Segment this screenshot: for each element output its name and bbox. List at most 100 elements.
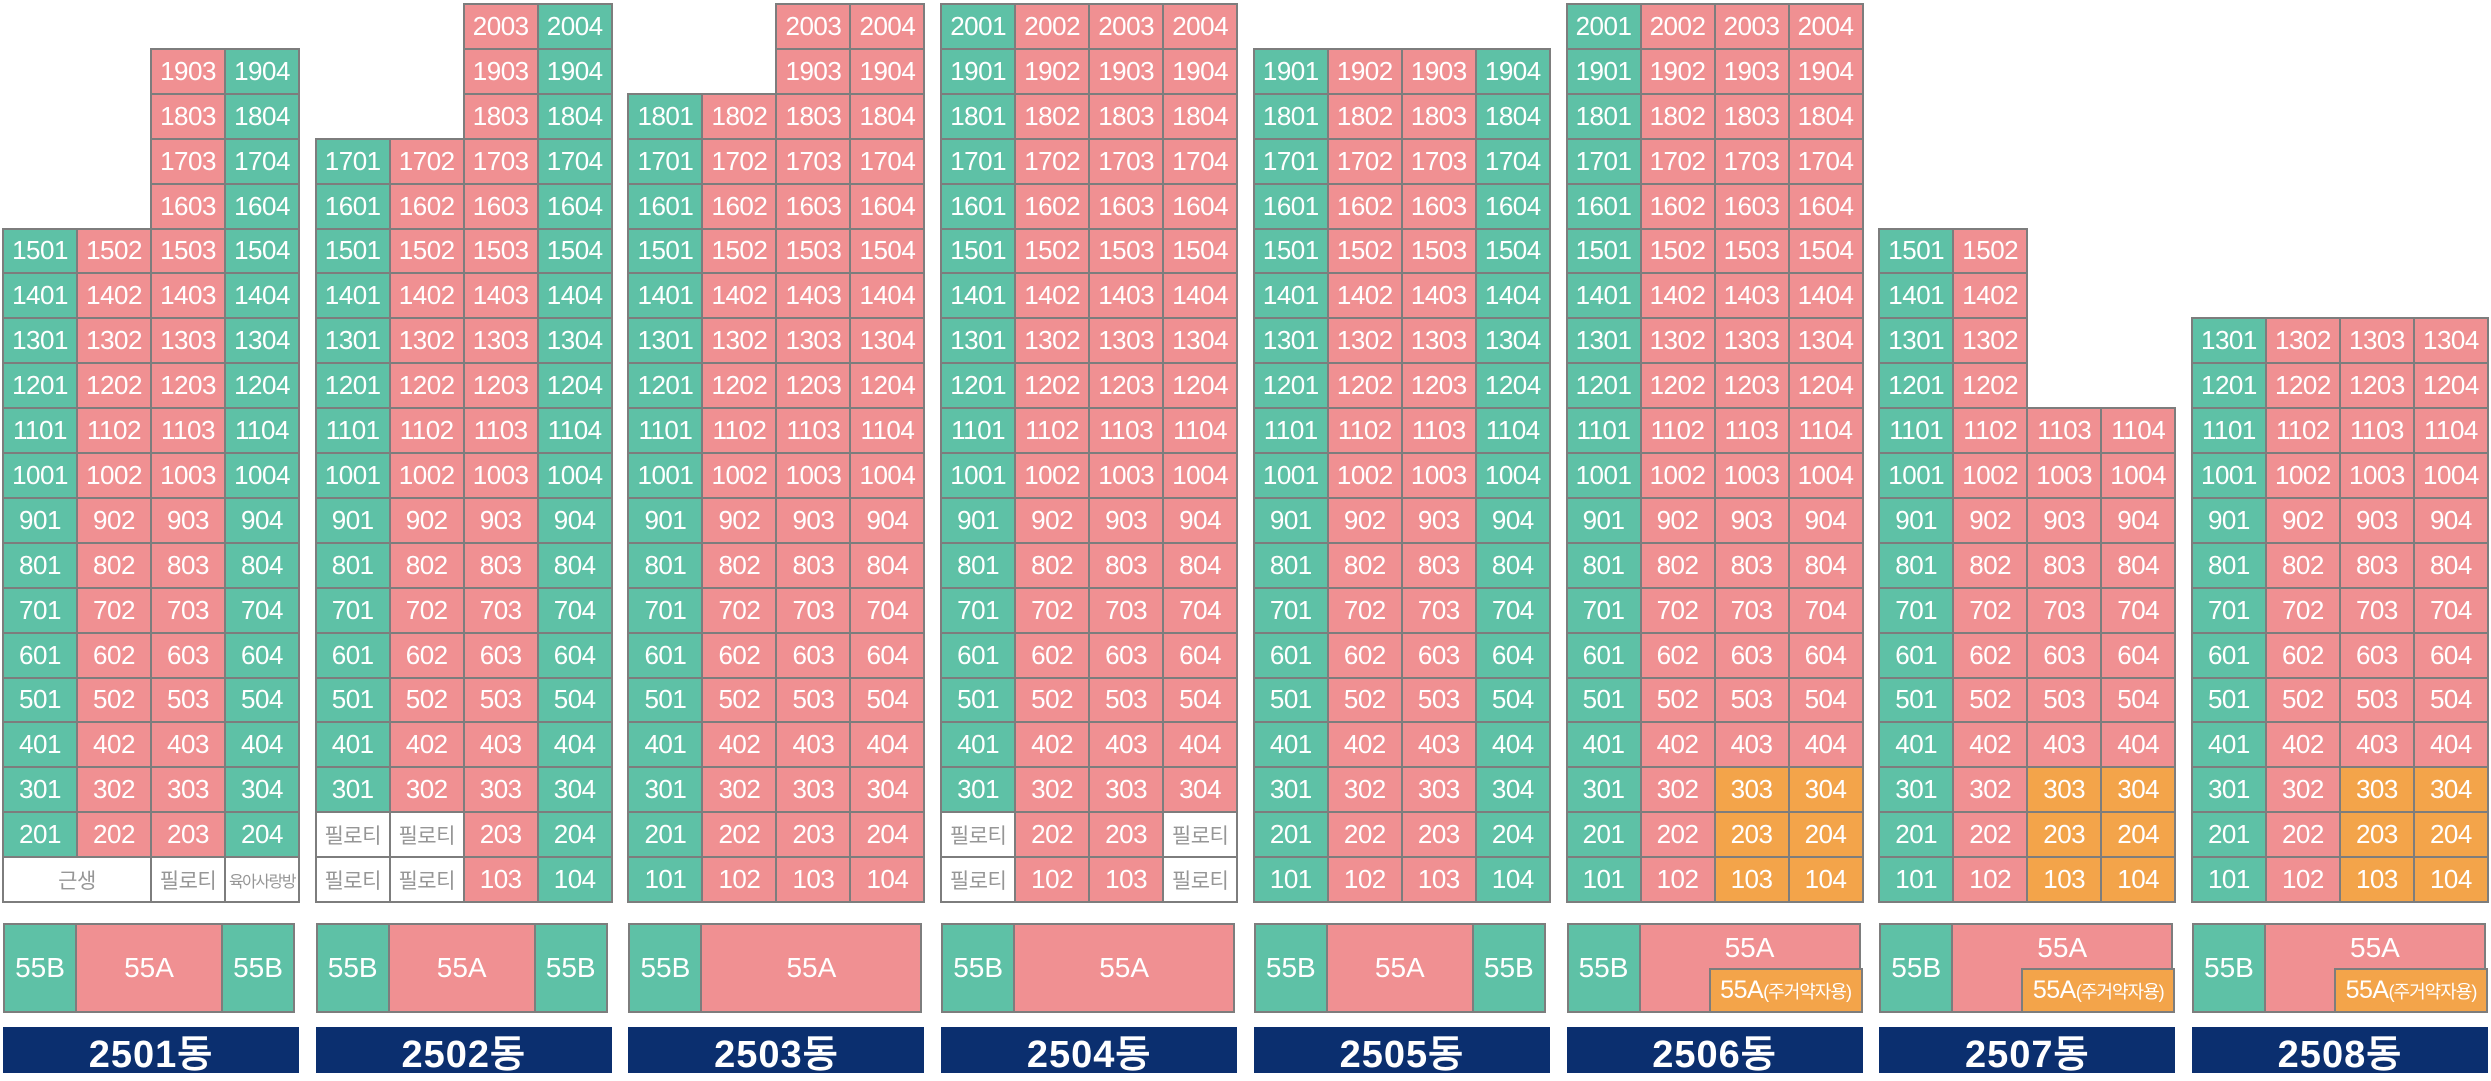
unit-cell-401[interactable]: 401 — [1878, 721, 1955, 769]
unit-cell-603[interactable]: 603 — [1400, 631, 1477, 679]
unit-cell-604[interactable]: 604 — [536, 631, 613, 679]
unit-cell-302[interactable]: 302 — [1952, 766, 2029, 814]
unit-cell-702[interactable]: 702 — [76, 586, 152, 634]
unit-cell-1502[interactable]: 1502 — [1952, 227, 2029, 275]
unit-cell-2001[interactable]: 2001 — [940, 3, 1017, 50]
unit-cell-1203[interactable]: 1203 — [1400, 362, 1477, 410]
unit-cell-803[interactable]: 803 — [775, 541, 852, 589]
unit-cell-1902[interactable]: 1902 — [1014, 47, 1091, 95]
unit-cell-801[interactable]: 801 — [314, 541, 391, 589]
unit-cell-1303[interactable]: 1303 — [1400, 317, 1477, 365]
unit-cell-1601[interactable]: 1601 — [1252, 182, 1329, 230]
unit-cell-503[interactable]: 503 — [150, 676, 226, 724]
unit-cell-404[interactable]: 404 — [2412, 721, 2489, 769]
unit-cell-1004[interactable]: 1004 — [1787, 452, 1864, 499]
unit-cell-1503[interactable]: 1503 — [1400, 227, 1477, 275]
unit-cell-1401[interactable]: 1401 — [2, 272, 78, 320]
unit-cell-302[interactable]: 302 — [1014, 766, 1091, 814]
unit-cell-903[interactable]: 903 — [1713, 496, 1790, 544]
unit-cell-804[interactable]: 804 — [1474, 541, 1551, 589]
unit-cell-1002[interactable]: 1002 — [388, 452, 465, 499]
unit-cell-403[interactable]: 403 — [2026, 721, 2103, 769]
unit-cell-303[interactable]: 303 — [150, 766, 226, 814]
unit-cell-1703[interactable]: 1703 — [462, 137, 539, 185]
unit-cell-1104[interactable]: 1104 — [1474, 407, 1551, 454]
unit-cell-1001[interactable]: 1001 — [2, 452, 78, 499]
unit-cell-303[interactable]: 303 — [1088, 766, 1165, 814]
unit-cell-1804[interactable]: 1804 — [1787, 92, 1864, 140]
unit-cell-1703[interactable]: 1703 — [775, 137, 852, 185]
unit-cell-1001[interactable]: 1001 — [1565, 452, 1642, 499]
unit-cell-1101[interactable]: 1101 — [627, 407, 704, 454]
unit-cell-1802[interactable]: 1802 — [1326, 92, 1403, 140]
unit-cell-803[interactable]: 803 — [2026, 541, 2103, 589]
unit-cell-1702[interactable]: 1702 — [1326, 137, 1403, 185]
unit-cell-202[interactable]: 202 — [2264, 811, 2341, 859]
unit-cell-1704[interactable]: 1704 — [536, 137, 613, 185]
unit-cell-1302[interactable]: 1302 — [76, 317, 152, 365]
unit-cell-702[interactable]: 702 — [388, 586, 465, 634]
unit-cell-801[interactable]: 801 — [627, 541, 704, 589]
unit-cell-702[interactable]: 702 — [1326, 586, 1403, 634]
unit-cell-1903[interactable]: 1903 — [462, 47, 539, 95]
unit-cell-1203[interactable]: 1203 — [150, 362, 226, 410]
unit-cell-1902[interactable]: 1902 — [1639, 47, 1716, 95]
unit-cell-704[interactable]: 704 — [1787, 586, 1864, 634]
unit-cell-1103[interactable]: 1103 — [1713, 407, 1790, 454]
unit-cell-1101[interactable]: 1101 — [2, 407, 78, 454]
unit-cell-103[interactable]: 103 — [2338, 856, 2415, 903]
unit-cell-701[interactable]: 701 — [314, 586, 391, 634]
unit-cell-902[interactable]: 902 — [1639, 496, 1716, 544]
unit-cell-403[interactable]: 403 — [775, 721, 852, 769]
unit-cell-604[interactable]: 604 — [224, 631, 300, 679]
unit-cell-1501[interactable]: 1501 — [627, 227, 704, 275]
unit-cell-603[interactable]: 603 — [1713, 631, 1790, 679]
unit-cell-1504[interactable]: 1504 — [1474, 227, 1551, 275]
unit-cell-1203[interactable]: 1203 — [775, 362, 852, 410]
unit-cell-503[interactable]: 503 — [2026, 676, 2103, 724]
unit-cell-1701[interactable]: 1701 — [940, 137, 1017, 185]
unit-cell-1701[interactable]: 1701 — [627, 137, 704, 185]
unit-cell-1904[interactable]: 1904 — [1787, 47, 1864, 95]
unit-cell-204[interactable]: 204 — [2100, 811, 2177, 859]
unit-cell-1201[interactable]: 1201 — [940, 362, 1017, 410]
unit-cell-802[interactable]: 802 — [1952, 541, 2029, 589]
unit-cell-602[interactable]: 602 — [1639, 631, 1716, 679]
unit-cell-1302[interactable]: 1302 — [1952, 317, 2029, 365]
unit-cell-1002[interactable]: 1002 — [1952, 452, 2029, 499]
unit-cell-201[interactable]: 201 — [1565, 811, 1642, 859]
unit-cell-1804[interactable]: 1804 — [224, 92, 300, 140]
unit-cell-1503[interactable]: 1503 — [1088, 227, 1165, 275]
unit-cell-1904[interactable]: 1904 — [224, 47, 300, 95]
unit-cell-603[interactable]: 603 — [2026, 631, 2103, 679]
unit-cell-903[interactable]: 903 — [775, 496, 852, 544]
unit-cell-1502[interactable]: 1502 — [701, 227, 778, 275]
unit-cell-601[interactable]: 601 — [314, 631, 391, 679]
unit-cell-1502[interactable]: 1502 — [1326, 227, 1403, 275]
unit-cell-1803[interactable]: 1803 — [462, 92, 539, 140]
unit-cell-903[interactable]: 903 — [1400, 496, 1477, 544]
unit-cell-302[interactable]: 302 — [1639, 766, 1716, 814]
unit-cell-203[interactable]: 203 — [2026, 811, 2103, 859]
unit-cell-603[interactable]: 603 — [2338, 631, 2415, 679]
unit-cell-604[interactable]: 604 — [1162, 631, 1239, 679]
unit-cell-301[interactable]: 301 — [940, 766, 1017, 814]
unit-cell-804[interactable]: 804 — [1162, 541, 1239, 589]
unit-cell-1404[interactable]: 1404 — [849, 272, 926, 320]
unit-cell-704[interactable]: 704 — [536, 586, 613, 634]
unit-cell-302[interactable]: 302 — [1326, 766, 1403, 814]
unit-cell-804[interactable]: 804 — [224, 541, 300, 589]
unit-cell-102[interactable]: 102 — [2264, 856, 2341, 903]
unit-cell-1701[interactable]: 1701 — [1252, 137, 1329, 185]
unit-cell-302[interactable]: 302 — [2264, 766, 2341, 814]
unit-cell-703[interactable]: 703 — [2026, 586, 2103, 634]
unit-cell-1602[interactable]: 1602 — [388, 182, 465, 230]
unit-cell-804[interactable]: 804 — [1787, 541, 1864, 589]
unit-cell-1101[interactable]: 1101 — [1252, 407, 1329, 454]
unit-cell-1001[interactable]: 1001 — [1252, 452, 1329, 499]
unit-cell-102[interactable]: 102 — [1639, 856, 1716, 903]
unit-cell-1803[interactable]: 1803 — [1088, 92, 1165, 140]
unit-cell-1904[interactable]: 1904 — [536, 47, 613, 95]
unit-cell-2002[interactable]: 2002 — [1639, 3, 1716, 50]
unit-cell-1704[interactable]: 1704 — [1787, 137, 1864, 185]
